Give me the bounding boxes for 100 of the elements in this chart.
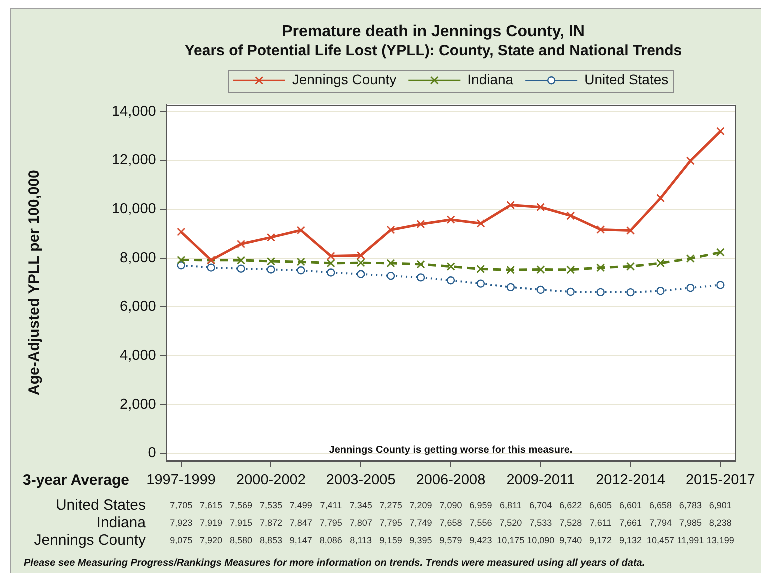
data-label: 7,528 <box>560 518 582 528</box>
x-tick-label: 2000-2002 <box>236 472 306 489</box>
point <box>237 264 246 274</box>
point <box>446 262 456 271</box>
text: Please see Measuring Progress/Rankings Measures for more information on trends. Trends were measured using all years of data. <box>24 558 646 569</box>
data-label: 7,872 <box>260 518 282 528</box>
data-label: 7,847 <box>290 518 312 528</box>
data-label: 6,605 <box>590 500 612 510</box>
chart-title: Premature death in Jennings County, IN <box>282 23 585 40</box>
data-label: 9,172 <box>590 535 612 546</box>
y-axis-title: Age-Adjusted YPLL per 100,000 <box>26 170 44 396</box>
point <box>237 256 246 265</box>
point <box>716 127 725 136</box>
point <box>686 254 695 263</box>
data-label: 7,275 <box>380 500 402 510</box>
point <box>626 288 635 297</box>
y-tick-label: 8,000 <box>120 250 156 266</box>
data-label: 7,795 <box>320 518 342 528</box>
data-label: 7,807 <box>350 518 372 528</box>
point <box>386 272 396 280</box>
point <box>686 284 695 292</box>
point <box>626 262 636 271</box>
data-label: 7,920 <box>200 535 223 546</box>
point <box>416 220 426 229</box>
data-label: 7,411 <box>320 500 342 510</box>
data-label: 6,959 <box>470 500 492 510</box>
annotation: Jennings County is getting worse for this measure. <box>329 444 573 456</box>
text: Indiana <box>96 514 146 532</box>
point <box>207 264 216 272</box>
data-label: 7,795 <box>380 518 402 528</box>
data-label: 9,132 <box>620 535 642 546</box>
point <box>716 281 725 290</box>
point <box>326 259 336 268</box>
data-label: 10,457 <box>646 535 674 546</box>
point <box>476 280 486 288</box>
data-label: 7,915 <box>230 518 253 528</box>
data-label: 6,901 <box>709 500 732 510</box>
legend-label: Jennings County <box>292 71 397 88</box>
point <box>356 251 366 260</box>
text: Jennings County <box>34 532 146 550</box>
data-label: 7,611 <box>590 518 612 528</box>
point <box>566 266 576 274</box>
data-label: 8,238 <box>709 518 732 528</box>
point <box>506 283 516 292</box>
data-label: 7,705 <box>170 500 193 510</box>
y-tick-label: 4,000 <box>120 348 156 364</box>
x-tick-label: 2006-2008 <box>416 472 486 489</box>
data-label: 9,147 <box>290 535 312 546</box>
point <box>566 288 575 296</box>
point <box>296 258 306 266</box>
data-label: 7,985 <box>679 518 702 528</box>
data-label: 7,658 <box>440 518 462 528</box>
point <box>506 201 516 210</box>
y-tick-label: 12,000 <box>112 152 156 169</box>
point <box>297 266 306 275</box>
point <box>416 274 426 282</box>
point <box>386 226 396 234</box>
data-label: 7,794 <box>649 518 672 528</box>
data-label: 7,520 <box>500 518 522 528</box>
point <box>536 203 546 212</box>
y-tick-label: 14,000 <box>112 104 156 120</box>
data-label: 7,499 <box>290 500 312 510</box>
point <box>476 219 486 228</box>
data-label: 6,704 <box>530 500 552 510</box>
point <box>536 266 546 274</box>
x-tick-label: 1997-1999 <box>146 472 216 489</box>
data-label: 7,919 <box>200 518 223 528</box>
data-label: 7,923 <box>170 518 193 528</box>
point <box>656 194 665 203</box>
y-tick-label: 10,000 <box>112 202 156 218</box>
data-label: 9,579 <box>440 535 462 546</box>
point <box>596 226 606 234</box>
point <box>327 268 336 277</box>
data-label: 9,423 <box>470 535 492 546</box>
point <box>596 264 606 272</box>
data-label: 6,783 <box>679 500 702 510</box>
data-label: 7,615 <box>200 500 223 510</box>
data-label: 7,569 <box>230 500 253 510</box>
data-label: 8,580 <box>230 535 253 546</box>
data-label: 7,535 <box>260 500 282 510</box>
point <box>596 288 605 297</box>
point <box>296 226 306 235</box>
point <box>446 276 456 285</box>
data-label: 9,395 <box>410 535 432 546</box>
point <box>237 240 246 248</box>
point <box>476 264 486 274</box>
point <box>177 256 186 265</box>
x-tick-label: 2003-2005 <box>326 472 396 489</box>
point <box>656 287 665 296</box>
data-label: 8,853 <box>260 535 282 546</box>
point <box>716 248 725 257</box>
point <box>326 252 336 261</box>
x-tick-label: 2012-2014 <box>596 472 666 489</box>
data-label: 13,199 <box>706 535 734 546</box>
data-label: 6,601 <box>620 500 642 510</box>
data-label: 7,533 <box>530 518 552 528</box>
y-tick-label: 6,000 <box>120 299 156 316</box>
point <box>266 257 276 266</box>
point <box>506 266 516 274</box>
data-label: 11,991 <box>677 535 704 546</box>
